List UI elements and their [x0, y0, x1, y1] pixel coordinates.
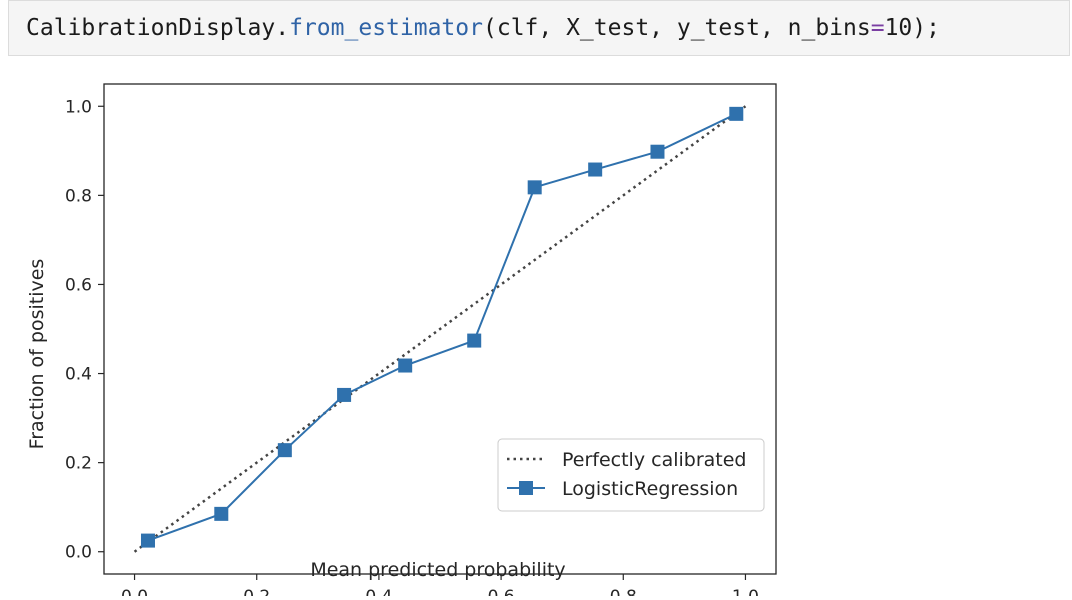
code-object: CalibrationDisplay — [26, 15, 276, 41]
y-axis-label: Fraction of positives — [26, 259, 48, 450]
logistic-regression-marker — [398, 358, 413, 373]
logistic-regression-marker — [337, 387, 352, 402]
code-dot: . — [275, 15, 290, 41]
logistic-regression-marker — [588, 162, 603, 177]
code-equals: = — [870, 15, 885, 41]
x-tick-label: 0.8 — [610, 587, 637, 596]
x-tick-label: 0.0 — [121, 587, 148, 596]
x-tick-label: 0.6 — [488, 587, 515, 596]
x-axis-label: Mean predicted probability — [310, 559, 565, 581]
legend-label-perfect: Perfectly calibrated — [562, 449, 746, 471]
logistic-regression-marker — [527, 180, 542, 195]
series-layer — [133, 105, 747, 553]
cell-output: 0.0 0.2 0.4 0.6 0.8 1.0 0.0 0.2 0.4 0.6 0.8 1.0 Me… — [0, 56, 1072, 600]
logistic-regression-marker — [650, 144, 665, 159]
code-close: ); — [912, 15, 940, 41]
x-tick-label: 0.4 — [365, 587, 392, 596]
logistic-regression-marker — [140, 533, 155, 548]
y-axis-ticks: 0.0 0.2 0.4 0.6 0.8 1.0 — [65, 97, 104, 563]
logistic-regression-line — [147, 112, 737, 542]
code-open-paren: ( — [482, 15, 497, 41]
legend-marker-logistic — [519, 481, 533, 495]
logistic-regression-marker — [729, 106, 744, 121]
logistic-regression-marker — [467, 333, 482, 348]
y-tick-label: 1.0 — [65, 97, 92, 117]
y-tick-label: 0.6 — [65, 275, 92, 295]
code-args: clf, X_test, y_test, n_bins — [496, 15, 871, 41]
y-tick-label: 0.8 — [65, 186, 92, 206]
logistic-regression-marker — [214, 506, 229, 521]
legend: Perfectly calibrated LogisticRegression — [497, 438, 765, 512]
perfectly-calibrated-line — [133, 105, 747, 553]
x-tick-label: 0.2 — [243, 587, 270, 596]
y-tick-label: 0.2 — [65, 454, 92, 474]
legend-box — [497, 438, 765, 512]
legend-label-logistic: LogisticRegression — [562, 478, 738, 500]
logistic-regression-marker — [277, 443, 292, 458]
x-tick-label: 1.0 — [732, 587, 759, 596]
calibration-chart: 0.0 0.2 0.4 0.6 0.8 1.0 0.0 0.2 0.4 0.6 0.8 1.0 Me… — [26, 83, 777, 600]
code-method: from_estimator — [289, 15, 483, 41]
code-cell[interactable]: CalibrationDisplay.from_estimator(clf, X… — [8, 0, 1070, 56]
y-tick-label: 0.0 — [65, 543, 92, 563]
y-tick-label: 0.4 — [65, 365, 92, 385]
code-value: 10 — [884, 15, 913, 41]
